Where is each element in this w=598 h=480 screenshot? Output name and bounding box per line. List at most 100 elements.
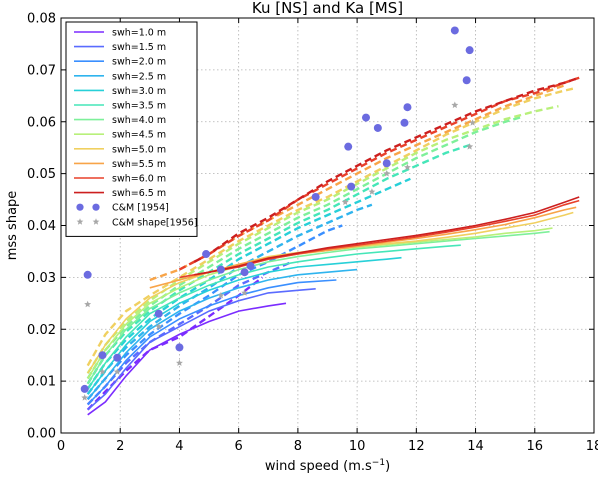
cm1954-point (83, 270, 92, 279)
legend-label: swh=5.0 m (112, 144, 166, 155)
series-line-ka (86, 177, 411, 390)
observation-markers (80, 26, 476, 401)
legend-label: swh=5.5 m (112, 159, 166, 170)
cm1954-point (462, 76, 471, 85)
y-axis-label: mss shape (5, 191, 20, 261)
series-line-ka (86, 105, 559, 374)
x-tick-label: 4 (175, 439, 183, 454)
cm1956-point (176, 359, 183, 366)
legend-label: swh=6.5 m (112, 188, 166, 199)
legend-swatch-cm1954 (76, 203, 84, 211)
chart-title: Ku [NS] and Ka [MS] (252, 0, 403, 17)
cm1956-point (404, 163, 411, 171)
y-tick-label: 0.00 (27, 427, 56, 442)
series-line-ku (87, 256, 402, 395)
cm1956-point (217, 291, 225, 299)
cm1954-point (113, 353, 122, 362)
cm1956-point (368, 188, 376, 195)
cm1956-point (155, 323, 163, 330)
cm1956-point (466, 143, 474, 150)
cm1956-point (469, 119, 476, 126)
series-line-ka (86, 143, 470, 385)
x-tick-label: 14 (467, 439, 484, 454)
series-line-ku (87, 302, 287, 416)
cm1954-point (202, 250, 211, 259)
cm1954-point (311, 192, 320, 201)
cm1954-point (465, 46, 474, 55)
x-axis-label-close: ) (385, 459, 390, 474)
cm1956-point (81, 394, 89, 401)
cm1954-point (361, 113, 370, 122)
legend-label: swh=4.5 m (112, 130, 166, 141)
cm1954-point (154, 309, 163, 318)
legend-label: swh=4.0 m (112, 115, 166, 126)
x-axis-label: wind speed (m.s−1) (265, 458, 390, 474)
series-line-ka (193, 76, 580, 263)
cm1954-point (240, 268, 249, 277)
series-line-ku (87, 288, 316, 411)
legend-label-cm1956: C&M shape[1956] (112, 217, 198, 228)
x-tick-label: 18 (586, 439, 598, 454)
y-tick-label: 0.02 (27, 323, 56, 338)
cm1956-point (113, 368, 121, 375)
legend-swatch-cm1956 (76, 218, 84, 225)
cm1956-point (383, 170, 391, 177)
cm1954-point (175, 343, 184, 352)
legend-label: swh=6.0 m (112, 174, 166, 185)
y-tick-label: 0.01 (27, 375, 56, 390)
series-line-ka (86, 224, 343, 401)
x-axis-label-superscript: −1 (372, 458, 385, 468)
x-tick-label: 12 (408, 439, 425, 454)
cm1954-point (344, 142, 353, 151)
series-line-ka (86, 86, 577, 367)
cm1954-point (80, 384, 89, 393)
x-tick-label: 6 (235, 439, 243, 454)
x-axis-label-base: wind speed (m.s (265, 459, 372, 474)
axis-ticks: 0 2 4 6 8 10 12 14 16 18 0.00 0.01 0.02 0.03 0.04 0.05 0… (27, 12, 598, 455)
cm1954-point (98, 351, 107, 360)
series-line-ka (178, 76, 580, 271)
legend-box (65, 21, 198, 237)
y-tick-label: 0.03 (27, 271, 56, 286)
legend-swatch-cm1956 (92, 218, 100, 225)
y-tick-label: 0.06 (27, 115, 56, 130)
cm1956-point (84, 300, 92, 308)
cm1956-point (341, 198, 349, 206)
series-line-ku (87, 230, 550, 385)
cm1954-point (373, 123, 382, 132)
x-tick-label: 16 (527, 439, 544, 454)
cm1954-point (403, 103, 412, 112)
series-line-ka (86, 276, 264, 411)
cm1956-point (451, 101, 459, 109)
series-line-ka (86, 115, 524, 380)
legend-label: swh=2.5 m (112, 71, 166, 82)
cm1956-point (99, 368, 106, 375)
cm1954-point (450, 26, 459, 35)
x-tick-label: 2 (116, 439, 124, 454)
cm1954-point (246, 261, 255, 270)
legend-label: swh=1.0 m (112, 28, 166, 39)
legend-label: swh=3.0 m (112, 86, 166, 97)
x-tick-label: 10 (349, 439, 366, 454)
legend-label: swh=1.5 m (112, 42, 166, 53)
cm1954-point (216, 265, 225, 274)
y-tick-label: 0.08 (27, 12, 56, 27)
cm1956-point (241, 289, 248, 296)
series-line-ka (86, 203, 373, 395)
series-line-ka (149, 84, 565, 282)
legend: swh=1.0 m swh=1.5 m swh=2.0 m swh=2.5 m swh=… (65, 21, 198, 237)
cm1954-point (400, 118, 409, 127)
legend-swatch-cm1954 (92, 203, 100, 211)
legend-label: swh=3.5 m (112, 101, 166, 112)
legend-label: swh=2.0 m (112, 57, 166, 68)
legend-label-cm1954: C&M [1954] (112, 203, 169, 214)
x-tick-label: 8 (294, 439, 302, 454)
x-tick-label: 0 (57, 439, 65, 454)
cm1954-point (382, 159, 391, 168)
y-tick-label: 0.05 (27, 167, 56, 182)
series-line-ku (87, 244, 461, 390)
y-tick-label: 0.07 (27, 63, 56, 78)
y-tick-label: 0.04 (27, 219, 56, 234)
cm1954-point (347, 182, 356, 191)
